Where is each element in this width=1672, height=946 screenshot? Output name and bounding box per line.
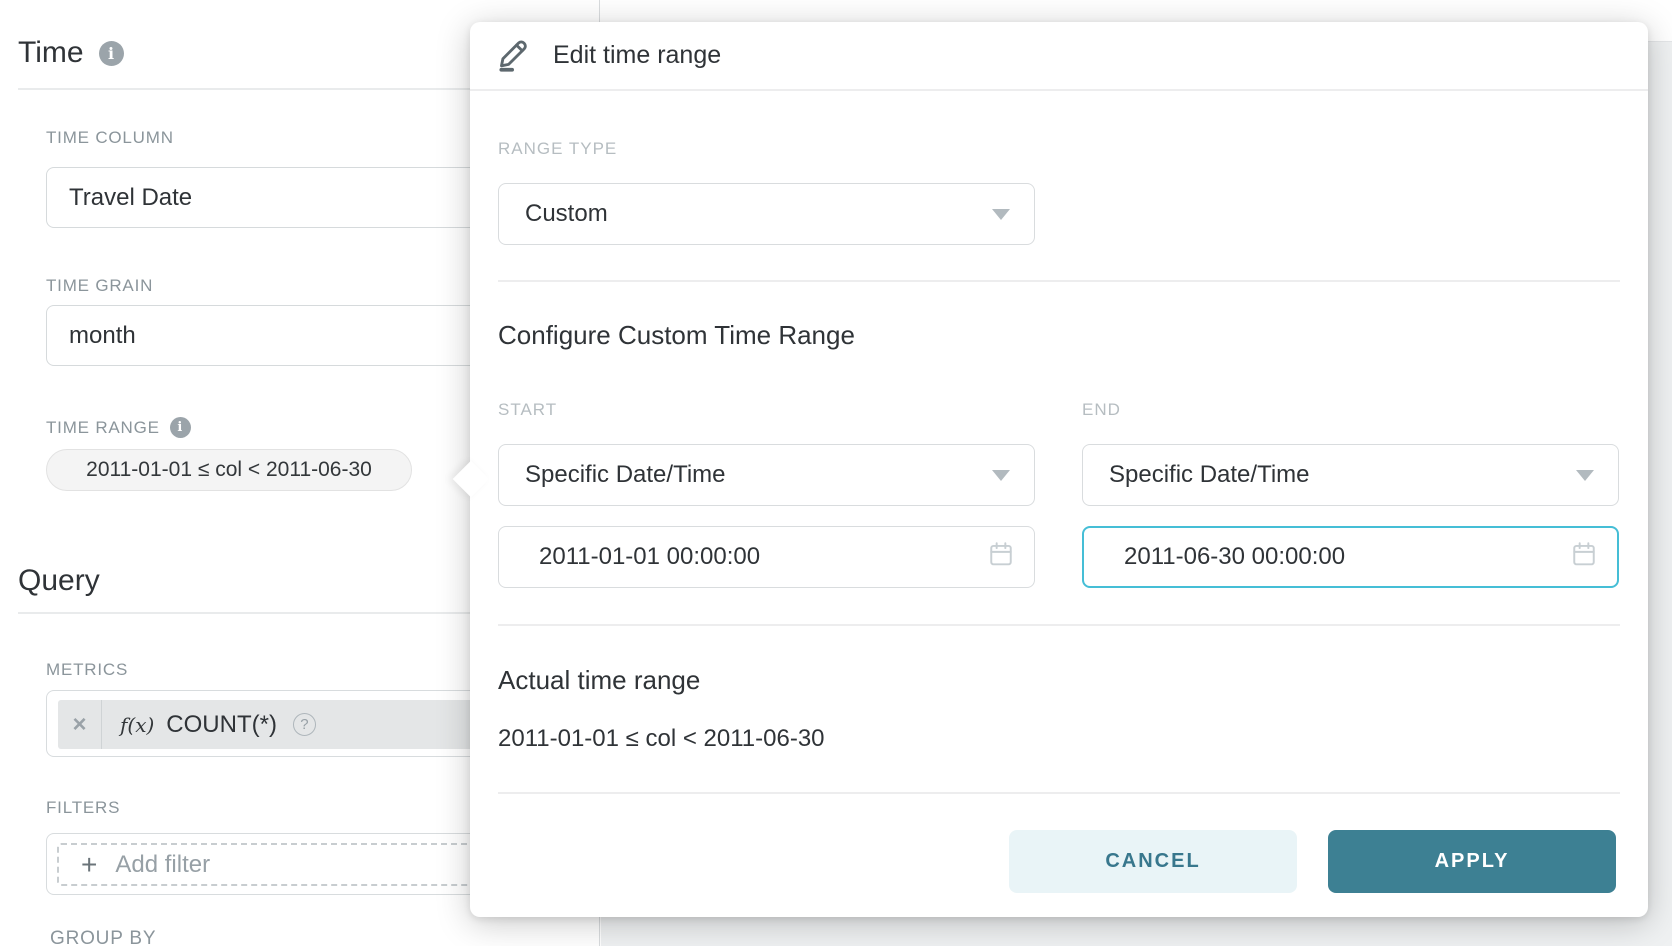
range-type-value: Custom [525,200,608,227]
edit-time-range-popover: Edit time range RANGE TYPE Custom Config… [452,22,1648,917]
query-section-title: Query [18,564,100,597]
header-divider [470,89,1648,91]
configure-heading: Configure Custom Time Range [498,320,855,350]
time-column-value: Travel Date [69,183,193,211]
info-icon[interactable]: i [169,417,191,438]
time-section-divider [18,88,600,90]
fx-icon: f(x) [120,712,155,737]
range-type-label: RANGE TYPE [498,139,618,158]
end-mode-select[interactable]: Specific Date/Time [1082,444,1619,506]
time-range-label: TIME RANGE [46,417,160,437]
remove-metric-icon[interactable]: × [58,700,102,749]
apply-button[interactable]: APPLY [1328,830,1616,893]
plus-icon: + [81,848,98,880]
metric-expression: COUNT(*) [166,710,277,738]
chevron-down-icon [992,209,1010,220]
calendar-icon[interactable] [988,541,1014,574]
info-icon-glyph: i [177,420,184,435]
start-mode-value: Specific Date/Time [525,461,726,488]
end-datetime-input[interactable]: 2011-06-30 00:00:00 [1082,526,1619,588]
start-datetime-value: 2011-01-01 00:00:00 [539,543,761,570]
query-section-divider [18,612,600,614]
actual-range-value: 2011-01-01 ≤ col < 2011-06-30 [498,725,825,752]
calendar-icon[interactable] [1571,541,1597,574]
range-type-select[interactable]: Custom [498,183,1035,245]
time-column-label: TIME COLUMN [46,128,174,147]
popover-header: Edit time range [470,22,1648,89]
actual-range-heading: Actual time range [498,665,701,695]
add-filter-text: Add filter [115,850,211,878]
filters-label: FILTERS [46,798,121,817]
time-section-heading: Time i [18,36,124,70]
footer-divider [498,792,1620,794]
end-mode-value: Specific Date/Time [1109,461,1310,488]
add-filter-button[interactable]: + Add filter [57,843,566,886]
section-divider [498,624,1620,626]
end-label: END [1082,400,1121,419]
time-grain-value: month [69,321,136,349]
start-label: START [498,400,558,419]
section-divider [498,280,1620,282]
group-by-label: GROUP BY [50,928,157,946]
time-section-title: Time [18,36,84,69]
metrics-label: METRICS [46,660,129,679]
query-section-heading: Query [18,564,100,598]
start-mode-select[interactable]: Specific Date/Time [498,444,1035,506]
cancel-button[interactable]: CANCEL [1009,830,1297,893]
help-icon[interactable]: ? [292,713,316,736]
edit-pencil-icon [495,34,533,77]
info-icon[interactable]: i [98,40,124,66]
time-range-pill-value: 2011-01-01 ≤ col < 2011-06-30 [86,458,372,481]
chevron-down-icon [1576,470,1594,481]
time-range-pill[interactable]: 2011-01-01 ≤ col < 2011-06-30 [46,449,412,491]
info-icon-glyph: i [108,43,115,63]
chevron-down-icon [992,470,1010,481]
start-datetime-input[interactable]: 2011-01-01 00:00:00 [498,526,1035,588]
end-datetime-value: 2011-06-30 00:00:00 [1124,543,1346,570]
time-range-label-row: TIME RANGE i [46,417,191,438]
popover-title: Edit time range [553,41,722,69]
time-grain-label: TIME GRAIN [46,276,154,295]
